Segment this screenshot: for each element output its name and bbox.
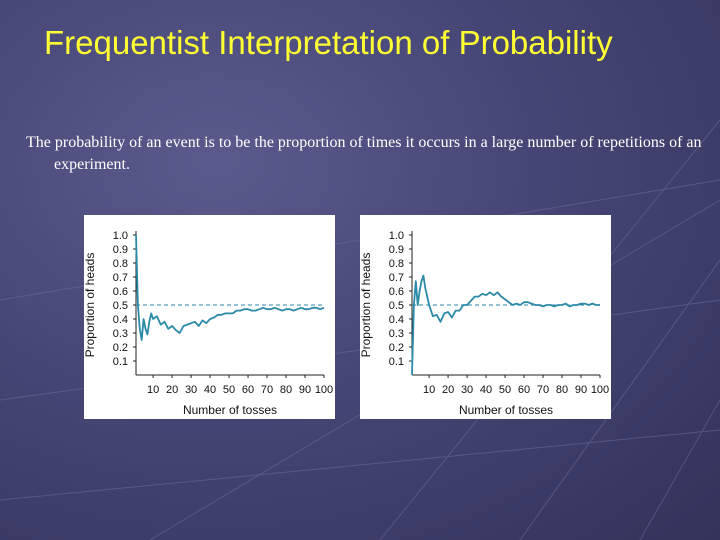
x-tick-label: 40 <box>204 384 216 396</box>
y-tick-label: 0.1 <box>113 356 128 368</box>
x-tick-label: 90 <box>575 384 587 396</box>
x-tick-label: 60 <box>518 384 530 396</box>
y-tick-label: 0.2 <box>389 342 404 354</box>
x-tick-label: 10 <box>147 384 159 396</box>
x-axis-label: Number of tosses <box>459 403 553 417</box>
y-tick-label: 0.7 <box>113 272 128 284</box>
y-tick-label: 1.0 <box>389 230 404 242</box>
x-tick-label: 80 <box>556 384 568 396</box>
y-tick-label: 0.8 <box>389 258 404 270</box>
y-tick-label: 0.6 <box>113 286 128 298</box>
y-tick-label: 0.3 <box>389 328 404 340</box>
x-tick-label: 40 <box>480 384 492 396</box>
x-tick-label: 100 <box>315 384 333 396</box>
x-tick-label: 50 <box>223 384 235 396</box>
series-line <box>411 274 600 376</box>
chart-right: 0.1 0.2 0.3 0.4 0.5 0.6 0.7 0.8 0.9 1.0 10 20 30 40 50… <box>360 230 609 417</box>
x-tick-label: 20 <box>442 384 454 396</box>
x-tick-label: 10 <box>423 384 435 396</box>
y-tick-label: 0.6 <box>389 286 404 298</box>
chart-panel-left: 0.1 0.2 0.3 0.4 0.5 0.6 0.7 0.8 0.9 1.0 10 20 30 40 50… <box>84 215 335 419</box>
y-tick-label: 0.3 <box>113 328 128 340</box>
y-tick-label: 0.9 <box>389 244 404 256</box>
y-tick-label: 0.4 <box>389 314 404 326</box>
y-axis-label: Proportion of heads <box>84 253 97 358</box>
y-tick-label: 1.0 <box>113 230 128 242</box>
y-tick-label: 0.7 <box>389 272 404 284</box>
y-axis-label: Proportion of heads <box>360 253 373 358</box>
series-line <box>135 234 325 341</box>
y-tick-label: 0.5 <box>113 300 128 312</box>
x-tick-label: 70 <box>261 384 273 396</box>
chart-panel-right: 0.1 0.2 0.3 0.4 0.5 0.6 0.7 0.8 0.9 1.0 10 20 30 40 50… <box>360 215 611 419</box>
x-tick-label: 20 <box>166 384 178 396</box>
x-tick-label: 70 <box>537 384 549 396</box>
x-tick-label: 50 <box>499 384 511 396</box>
slide-title: Frequentist Interpretation of Probabilit… <box>44 24 613 61</box>
y-tick-label: 0.4 <box>113 314 128 326</box>
x-tick-label: 100 <box>591 384 609 396</box>
x-axis-label: Number of tosses <box>183 403 277 417</box>
x-tick-label: 80 <box>280 384 292 396</box>
y-tick-label: 0.1 <box>389 356 404 368</box>
y-tick-label: 0.5 <box>389 300 404 312</box>
x-tick-label: 30 <box>461 384 473 396</box>
y-tick-label: 0.9 <box>113 244 128 256</box>
slide-body-text: The probability of an event is to be the… <box>26 134 702 173</box>
x-tick-label: 30 <box>185 384 197 396</box>
y-tick-label: 0.8 <box>113 258 128 270</box>
x-tick-label: 60 <box>242 384 254 396</box>
y-tick-label: 0.2 <box>113 342 128 354</box>
x-tick-label: 90 <box>299 384 311 396</box>
chart-left: 0.1 0.2 0.3 0.4 0.5 0.6 0.7 0.8 0.9 1.0 10 20 30 40 50… <box>84 230 333 417</box>
